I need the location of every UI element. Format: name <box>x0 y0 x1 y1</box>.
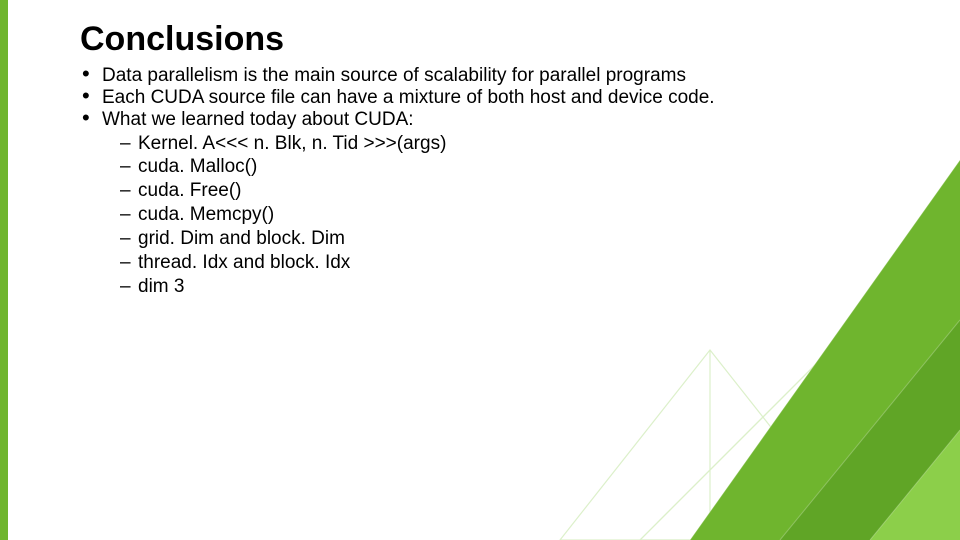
sub-bullet-item: dim 3 <box>120 276 900 298</box>
sub-bullet-text: grid. Dim and block. Dim <box>138 228 345 249</box>
sub-bullet-text: cuda. Memcpy() <box>138 204 274 225</box>
bullet-list: Data parallelism is the main source of s… <box>80 65 900 297</box>
bullet-item: Data parallelism is the main source of s… <box>80 65 900 87</box>
sub-bullet-item: cuda. Memcpy() <box>120 204 900 226</box>
bullet-item: What we learned today about CUDA: Kernel… <box>80 109 900 298</box>
bullet-text: Data parallelism is the main source of s… <box>102 65 686 86</box>
sub-bullet-item: thread. Idx and block. Idx <box>120 252 900 274</box>
sub-bullet-text: cuda. Free() <box>138 180 241 201</box>
slide: Conclusions Data parallelism is the main… <box>0 0 960 540</box>
sub-bullet-text: cuda. Malloc() <box>138 156 257 177</box>
bullet-text: What we learned today about CUDA: <box>102 109 414 130</box>
sub-bullet-item: cuda. Free() <box>120 180 900 202</box>
bullet-item: Each CUDA source file can have a mixture… <box>80 87 900 109</box>
sub-bullet-list: Kernel. A<<< n. Blk, n. Tid >>>(args) cu… <box>120 133 900 298</box>
sub-bullet-item: Kernel. A<<< n. Blk, n. Tid >>>(args) <box>120 133 900 155</box>
bullet-text: Each CUDA source file can have a mixture… <box>102 87 715 108</box>
sub-bullet-text: dim 3 <box>138 276 184 297</box>
sub-bullet-item: grid. Dim and block. Dim <box>120 228 900 250</box>
slide-content: Conclusions Data parallelism is the main… <box>0 0 960 297</box>
sub-bullet-text: thread. Idx and block. Idx <box>138 252 350 273</box>
sub-bullet-text: Kernel. A<<< n. Blk, n. Tid >>>(args) <box>138 133 446 154</box>
slide-title: Conclusions <box>80 20 900 59</box>
sub-bullet-item: cuda. Malloc() <box>120 156 900 178</box>
